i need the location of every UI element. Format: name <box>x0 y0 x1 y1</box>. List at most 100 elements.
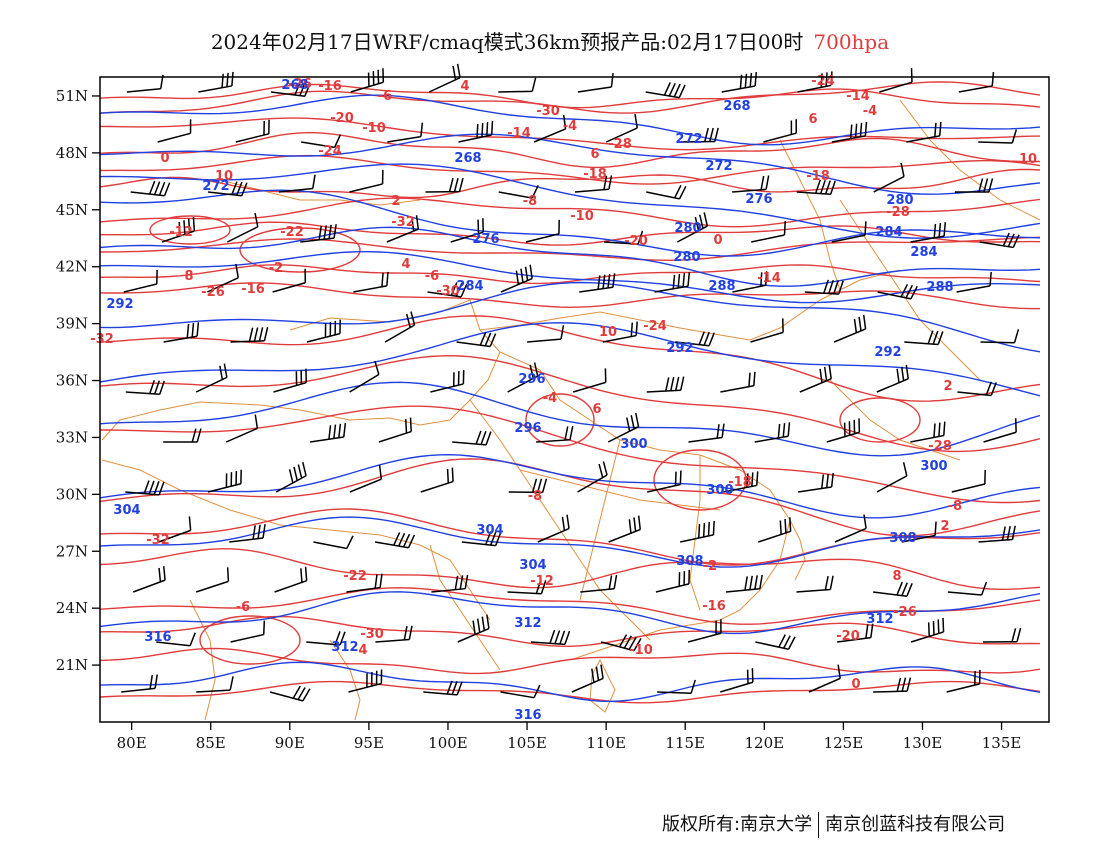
wind-barb-feather <box>823 366 828 381</box>
wind-barb-staff <box>754 435 789 443</box>
wind-barb-feather <box>564 426 569 441</box>
wind-barb-feather <box>149 674 154 690</box>
temperature-contour <box>99 548 1041 591</box>
wind-barb-feather <box>985 381 992 396</box>
wind-barb-feather <box>602 274 606 289</box>
wind-barb-feather <box>744 73 748 88</box>
wind-barb-feather <box>864 221 867 236</box>
wind-barb-feather <box>823 279 829 294</box>
wind-barb-staff <box>723 484 757 493</box>
height-label: 312 <box>866 612 893 627</box>
latitude-axis: 51N 48N 45N 42N 39N 36N 33N 30N 27N 24N 21N <box>56 87 100 674</box>
wind-barb-feather <box>339 631 346 646</box>
wind-barb-feather <box>378 465 383 480</box>
boundary-line <box>829 379 961 461</box>
wind-barb-staff <box>537 527 570 543</box>
wind-barb-feather <box>333 424 337 439</box>
wind-barb-feather <box>749 575 753 590</box>
lat-tick-label: 24N <box>56 599 88 617</box>
temperature-label: -32 <box>391 215 415 230</box>
wind-barb-feather <box>334 631 341 645</box>
height-contour <box>99 322 1041 397</box>
wind-barb-staff <box>732 188 767 193</box>
temperature-label: -20 <box>330 111 354 126</box>
wind-barb-feather <box>978 178 984 193</box>
height-label: 300 <box>620 437 647 452</box>
wind-barb-feather <box>188 516 192 531</box>
wind-barb-feather <box>679 470 682 485</box>
wind-barb-feather <box>863 514 867 529</box>
temperature-label: -30 <box>360 627 384 642</box>
wind-barb-staff <box>763 132 797 143</box>
wind-barb-feather <box>451 467 454 482</box>
temperature-label: 10 <box>599 325 617 340</box>
height-label: 292 <box>874 345 901 360</box>
wind-barb-staff <box>123 283 157 293</box>
wind-barb-staff <box>826 431 860 443</box>
lon-tick-label: 90E <box>275 734 305 752</box>
wind-barb-staff <box>156 641 191 647</box>
wind-barb-feather <box>830 472 834 488</box>
wind-barb-feather <box>531 77 537 92</box>
temperature-contour <box>99 647 1041 675</box>
wind-barb-feather <box>820 73 823 88</box>
wind-barb-staff <box>579 286 614 293</box>
wind-barb-feather <box>476 124 479 139</box>
lat-tick-label: 21N <box>56 656 88 674</box>
wind-barb-feather <box>486 121 489 137</box>
wind-barb-feather <box>398 532 406 547</box>
wind-barb-staff <box>721 85 756 93</box>
wind-barb-staff <box>571 677 604 693</box>
wind-barb-staff <box>910 235 945 243</box>
map-frame <box>99 76 1050 723</box>
wind-barb-feather <box>566 514 570 529</box>
boundary-line <box>429 544 501 671</box>
wind-barb-feather <box>158 567 162 582</box>
wind-barb-feather <box>154 674 158 689</box>
wind-barb-feather <box>902 462 908 477</box>
wind-barb-staff <box>157 132 191 143</box>
wind-barb-feather <box>262 620 266 635</box>
wind-barb-staff <box>983 431 1017 443</box>
wind-barb-feather <box>346 535 354 549</box>
wind-barb-feather <box>829 575 834 590</box>
wind-barbs <box>121 63 1022 702</box>
wind-barb-feather <box>663 82 671 96</box>
temperature-contour-closed <box>199 615 301 665</box>
wind-barb-feather <box>668 82 676 97</box>
wind-barb-staff <box>873 175 905 193</box>
lon-tick-label: 110E <box>586 734 626 752</box>
height-label: 280 <box>886 193 913 208</box>
wind-barb-feather <box>623 635 632 649</box>
wind-barb-feather <box>637 515 642 530</box>
wind-barb-feather <box>374 574 378 589</box>
lon-tick-label: 105E <box>507 734 547 752</box>
wind-barb-feather <box>252 525 256 540</box>
wind-barb-staff <box>450 231 484 243</box>
wind-barb-staff <box>946 683 980 693</box>
wind-barb-staff <box>978 141 1013 144</box>
temperature-label: -24 <box>318 144 342 159</box>
wind-barb-staff <box>306 641 341 646</box>
wind-barb-staff <box>458 134 492 143</box>
wind-barb-feather <box>634 114 639 129</box>
temperature-label: -6 <box>378 89 392 104</box>
wind-barb-feather <box>183 220 186 235</box>
wind-barb-feather <box>934 122 937 137</box>
wind-barb-feather <box>297 464 303 479</box>
wind-barb-feather <box>485 531 492 545</box>
wind-barb-feather <box>559 630 566 645</box>
wind-barb-staff <box>877 291 912 300</box>
wind-barb-feather <box>819 368 823 383</box>
wind-barb-feather <box>628 636 637 650</box>
wind-barb-feather <box>189 632 196 646</box>
wind-barb-feather <box>900 283 909 298</box>
wind-barb-feather <box>634 412 640 427</box>
height-label: 272 <box>202 179 229 194</box>
wind-barb-staff <box>645 91 680 99</box>
wind-barb-feather <box>673 83 681 98</box>
wind-barb-feather <box>475 430 482 445</box>
height-label: 272 <box>675 132 702 147</box>
wind-barb-staff <box>300 237 335 243</box>
height-label: 304 <box>476 523 503 538</box>
